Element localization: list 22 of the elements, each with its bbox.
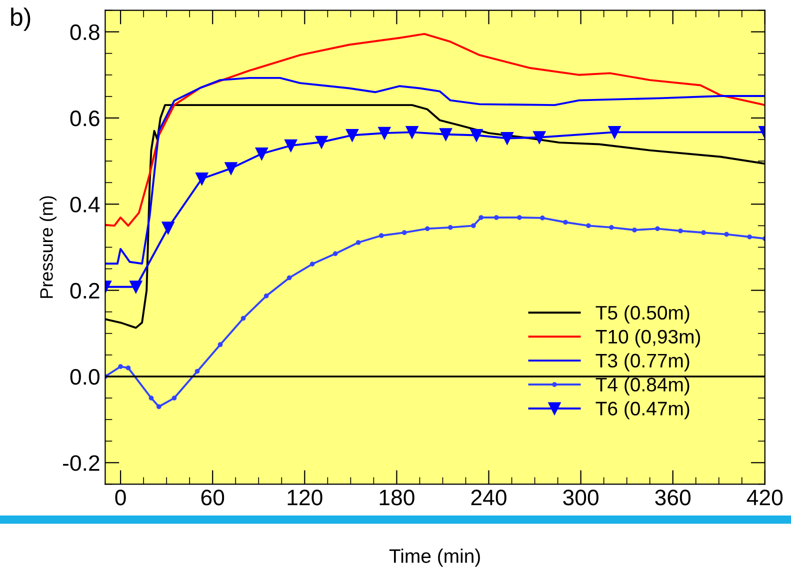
x-tick-label: 180	[380, 490, 414, 506]
legend-label: T4 (0.84m)	[596, 377, 690, 396]
x-tick-label: 300	[563, 490, 598, 506]
legend-label: T5 (0.50m)	[596, 305, 690, 324]
legend-label: T10 (0,93m)	[596, 329, 700, 348]
legend-label: T6 (0.47m)	[596, 401, 690, 420]
x-axis-title: Time (min)	[389, 548, 480, 567]
y-tick-label: 0.8	[70, 24, 100, 40]
legend-label: T3 (0.77m)	[596, 353, 690, 372]
x-tick-label: 420	[746, 490, 783, 506]
y-axis-title: Pressure (m)	[40, 196, 56, 298]
y-tick-label: -0.2	[63, 455, 100, 471]
y-tick-label: 0.6	[70, 110, 100, 126]
y-tick-label: 0.4	[70, 196, 100, 212]
y-tick-label: 0.2	[70, 282, 100, 299]
text: b)	[11, 8, 30, 31]
x-tick-label: 60	[201, 490, 224, 506]
x-tick-label: 0	[115, 490, 126, 506]
y-tick-label: 0.0	[70, 369, 100, 385]
x-tick-label: 360	[655, 490, 691, 506]
x-tick-label: 240	[471, 490, 506, 506]
x-tick-label: 120	[288, 490, 322, 506]
